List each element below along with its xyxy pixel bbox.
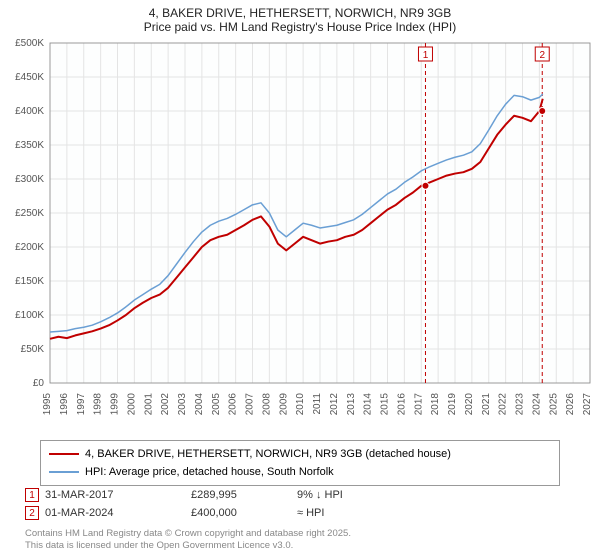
svg-text:2006: 2006: [228, 393, 239, 416]
marker-date: 31-MAR-2017: [45, 489, 185, 501]
marker-date: 01-MAR-2024: [45, 507, 185, 519]
svg-text:2001: 2001: [143, 393, 154, 416]
marker-price: £400,000: [191, 507, 291, 519]
svg-text:1: 1: [423, 50, 429, 61]
marker-price: £289,995: [191, 489, 291, 501]
svg-text:£300K: £300K: [15, 174, 44, 185]
svg-text:2014: 2014: [363, 393, 374, 416]
svg-text:2016: 2016: [396, 393, 407, 416]
svg-text:2: 2: [539, 50, 545, 61]
marker-number: 2: [25, 506, 39, 520]
legend-swatch: [49, 471, 79, 473]
footer-line-2: This data is licensed under the Open Gov…: [25, 540, 351, 552]
svg-text:2025: 2025: [548, 393, 559, 416]
svg-text:£100K: £100K: [15, 310, 44, 321]
svg-text:2007: 2007: [245, 393, 256, 416]
svg-text:2009: 2009: [278, 393, 289, 416]
svg-text:£450K: £450K: [15, 72, 44, 83]
svg-text:2022: 2022: [498, 393, 509, 416]
svg-text:1997: 1997: [76, 393, 87, 416]
svg-text:£500K: £500K: [15, 38, 44, 49]
svg-text:2002: 2002: [160, 393, 171, 416]
marker-delta: ≈ HPI: [297, 507, 397, 519]
chart-area: £0 £50K £100K £150K £200K £250K £300K £350K £400…: [0, 38, 600, 428]
svg-text:1998: 1998: [93, 393, 104, 416]
svg-text:2021: 2021: [481, 393, 492, 416]
svg-text:2027: 2027: [582, 393, 593, 416]
legend-item: HPI: Average price, detached house, Sout…: [49, 463, 551, 481]
svg-text:£150K: £150K: [15, 276, 44, 287]
svg-text:1996: 1996: [59, 393, 70, 416]
svg-text:1995: 1995: [42, 393, 53, 416]
svg-text:£0: £0: [33, 378, 45, 389]
svg-text:2024: 2024: [531, 393, 542, 416]
svg-text:£400K: £400K: [15, 106, 44, 117]
svg-text:2003: 2003: [177, 393, 188, 416]
footer-line-1: Contains HM Land Registry data © Crown c…: [25, 528, 351, 540]
marker-delta: 9% ↓ HPI: [297, 489, 397, 501]
svg-text:2005: 2005: [211, 393, 222, 416]
chart-title: 4, BAKER DRIVE, HETHERSETT, NORWICH, NR9…: [0, 0, 600, 38]
svg-text:2020: 2020: [464, 393, 475, 416]
svg-text:2026: 2026: [565, 393, 576, 416]
marker-table: 1 31-MAR-2017 £289,995 9% ↓ HPI 2 01-MAR-2024…: [25, 486, 397, 522]
svg-text:2004: 2004: [194, 393, 205, 416]
title-line-2: Price paid vs. HM Land Registry's House …: [0, 20, 600, 34]
legend: 4, BAKER DRIVE, HETHERSETT, NORWICH, NR9…: [40, 440, 560, 486]
marker-number: 1: [25, 488, 39, 502]
svg-text:2018: 2018: [430, 393, 441, 416]
svg-text:£250K: £250K: [15, 208, 44, 219]
svg-text:2015: 2015: [380, 393, 391, 416]
svg-text:2013: 2013: [346, 393, 357, 416]
svg-text:1999: 1999: [110, 393, 121, 416]
svg-text:2011: 2011: [312, 393, 323, 415]
legend-label: 4, BAKER DRIVE, HETHERSETT, NORWICH, NR9…: [85, 448, 451, 460]
line-chart: £0 £50K £100K £150K £200K £250K £300K £350K £400…: [0, 38, 600, 428]
svg-text:£350K: £350K: [15, 140, 44, 151]
svg-text:2010: 2010: [295, 393, 306, 416]
svg-text:£50K: £50K: [21, 344, 45, 355]
footer-attribution: Contains HM Land Registry data © Crown c…: [25, 528, 351, 553]
marker-table-row: 1 31-MAR-2017 £289,995 9% ↓ HPI: [25, 486, 397, 504]
svg-text:2017: 2017: [413, 393, 424, 416]
marker-table-row: 2 01-MAR-2024 £400,000 ≈ HPI: [25, 504, 397, 522]
svg-text:2012: 2012: [329, 393, 340, 416]
legend-label: HPI: Average price, detached house, Sout…: [85, 466, 334, 478]
svg-text:2000: 2000: [126, 393, 137, 416]
legend-item: 4, BAKER DRIVE, HETHERSETT, NORWICH, NR9…: [49, 445, 551, 463]
svg-text:£200K: £200K: [15, 242, 44, 253]
legend-swatch: [49, 453, 79, 455]
svg-text:2008: 2008: [261, 393, 272, 416]
svg-text:2019: 2019: [447, 393, 458, 416]
svg-text:2023: 2023: [515, 393, 526, 416]
title-line-1: 4, BAKER DRIVE, HETHERSETT, NORWICH, NR9…: [0, 6, 600, 20]
